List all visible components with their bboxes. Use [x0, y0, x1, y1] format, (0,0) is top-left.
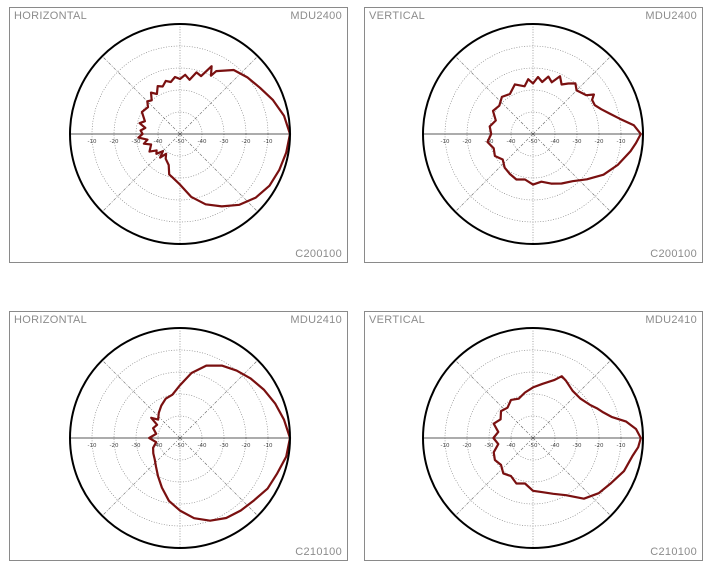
tick-label: -20: [242, 139, 251, 145]
chart-panel-2: -10 -20 -30 -40 -50 -40 -30 -20 -10 HORIZONTAL M…: [9, 311, 348, 561]
grid-spoke: [179, 360, 258, 439]
tick-label: -10: [617, 139, 626, 145]
grid-spoke: [455, 437, 534, 516]
grid-spoke: [102, 360, 181, 439]
chart-panel-0: -10 -20 -30 -40 -50 -40 -30 -20 -10 HORIZONTAL M…: [9, 7, 348, 263]
code-label-0: C200100: [295, 248, 342, 260]
tick-label: -20: [110, 443, 119, 449]
tick-label: -30: [220, 443, 229, 449]
tick-label: -50: [529, 443, 538, 449]
tick-label: -40: [198, 443, 207, 449]
plot-title-0: HORIZONTAL: [14, 10, 88, 22]
grid-spoke: [179, 133, 258, 212]
tick-label: -30: [132, 139, 141, 145]
polar-plot-2: -10 -20 -30 -40 -50 -40 -30 -20 -10: [69, 327, 292, 549]
tick-label: -40: [507, 139, 516, 145]
code-label-3: C210100: [650, 546, 697, 558]
tick-label: -30: [485, 443, 494, 449]
grid-spoke: [102, 437, 181, 516]
grid-spoke: [455, 133, 534, 212]
pattern-series-line: [492, 375, 642, 500]
outer-ring: [69, 327, 291, 549]
tick-label: -40: [551, 139, 560, 145]
model-label-2: MDU2410: [290, 314, 342, 326]
pattern-series-line: [137, 65, 292, 208]
code-label-1: C200100: [650, 248, 697, 260]
polar-plot-1: -10 -20 -30 -40 -50 -40 -30 -20 -10: [422, 23, 644, 245]
tick-label: -10: [264, 443, 273, 449]
tick-label: -30: [573, 443, 582, 449]
tick-label: -20: [463, 443, 472, 449]
model-label-3: MDU2410: [645, 314, 697, 326]
grid-spoke: [455, 360, 534, 439]
tick-label: -40: [154, 443, 163, 449]
pattern-series-line: [486, 75, 642, 186]
tick-label: -20: [463, 139, 472, 145]
tick-label: -10: [264, 139, 273, 145]
plot-title-2: HORIZONTAL: [14, 314, 88, 326]
tick-label: -30: [573, 139, 582, 145]
grid-spoke: [532, 133, 611, 212]
tick-label: -40: [507, 443, 516, 449]
tick-label: -40: [154, 139, 163, 145]
tick-label: -30: [132, 443, 141, 449]
tick-label: -50: [529, 139, 538, 145]
tick-label: -10: [441, 443, 450, 449]
plot-title-3: VERTICAL: [369, 314, 425, 326]
tick-label: -30: [485, 139, 494, 145]
outer-ring: [422, 23, 644, 245]
pattern-series-line: [148, 364, 292, 522]
tick-label: -40: [551, 443, 560, 449]
model-label-1: MDU2400: [645, 10, 697, 22]
polar-plot-0: -10 -20 -30 -40 -50 -40 -30 -20 -10: [69, 23, 292, 245]
grid-spoke: [532, 56, 611, 135]
tick-label: -10: [88, 443, 97, 449]
grid-spoke: [532, 360, 611, 439]
outer-ring: [422, 327, 644, 549]
code-label-2: C210100: [295, 546, 342, 558]
tick-label: -30: [220, 139, 229, 145]
tick-label: -20: [595, 139, 604, 145]
tick-label: -20: [110, 139, 119, 145]
tick-label: -20: [595, 443, 604, 449]
chart-panel-3: -10 -20 -30 -40 -50 -40 -30 -20 -10 VERTICAL MDU…: [364, 311, 703, 561]
tick-label: -10: [88, 139, 97, 145]
model-label-0: MDU2400: [290, 10, 342, 22]
tick-label: -10: [617, 443, 626, 449]
grid-spoke: [455, 56, 534, 135]
tick-label: -20: [242, 443, 251, 449]
grid-spoke: [532, 437, 611, 516]
grid-spoke: [179, 437, 258, 516]
grid-spoke: [102, 133, 181, 212]
tick-label: -50: [176, 139, 185, 145]
plot-title-1: VERTICAL: [369, 10, 425, 22]
polar-plot-3: -10 -20 -30 -40 -50 -40 -30 -20 -10: [422, 327, 644, 549]
grid-spoke: [102, 56, 181, 135]
tick-label: -50: [176, 443, 185, 449]
tick-label: -10: [441, 139, 450, 145]
outer-ring: [69, 23, 291, 245]
grid-spoke: [179, 56, 258, 135]
chart-panel-1: -10 -20 -30 -40 -50 -40 -30 -20 -10 VERTICAL MDU…: [364, 7, 703, 263]
tick-label: -40: [198, 139, 207, 145]
